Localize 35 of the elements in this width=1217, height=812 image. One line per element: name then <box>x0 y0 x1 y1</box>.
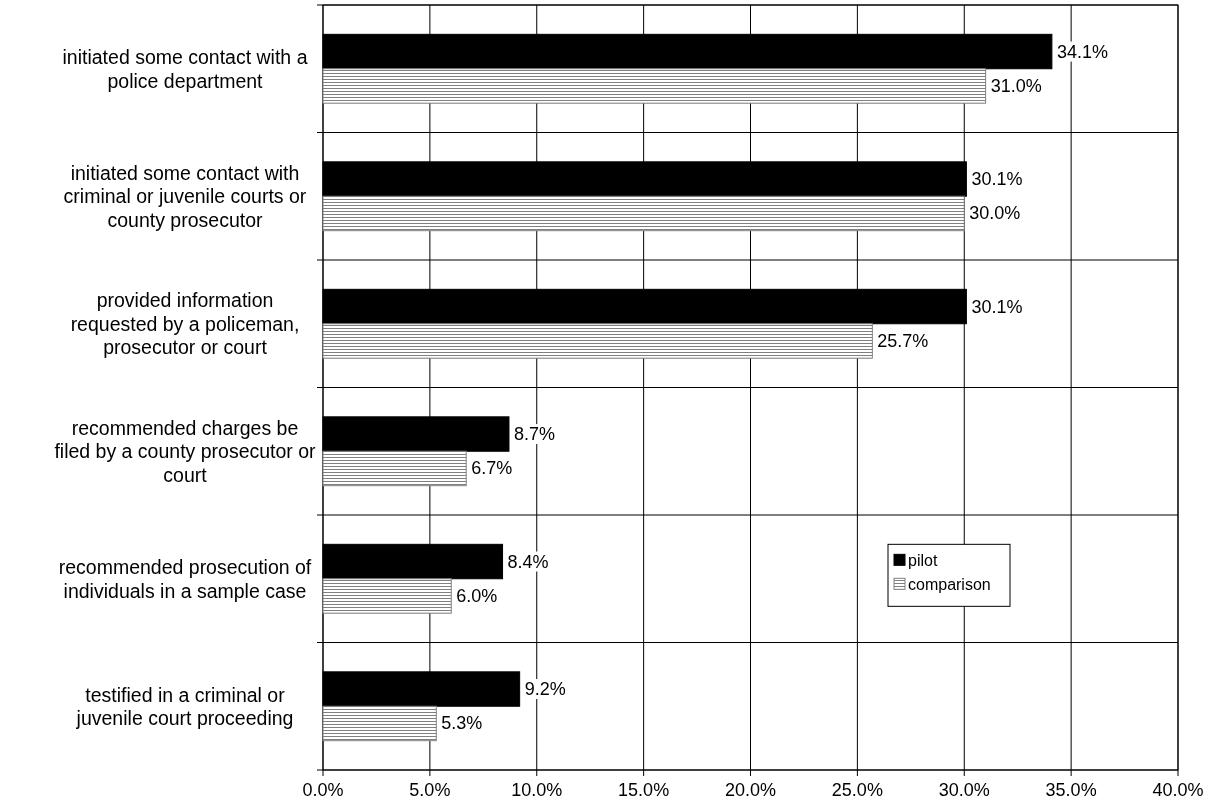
bar <box>322 68 987 104</box>
data-label: 25.7% <box>877 330 929 351</box>
y-tick-label: recommended prosecution of individuals in a sample case <box>58 556 312 602</box>
bar <box>322 450 467 487</box>
x-tick-label: 30.0% <box>938 780 990 800</box>
data-label: 31.0% <box>990 75 1042 96</box>
y-tick-label: recommended charges be filed by a county prosecutor or court <box>54 416 317 486</box>
bar <box>322 323 873 359</box>
legend-label: comparison <box>908 575 991 593</box>
data-label: 8.4% <box>507 551 549 572</box>
data-label: 6.7% <box>471 458 513 479</box>
data-label: 34.1% <box>1056 41 1108 62</box>
y-tick-label: provided information requested by a policeman, prosecutor or court <box>70 289 300 359</box>
y-tick-label: initiated some contact with a police department <box>62 46 308 92</box>
bar <box>322 578 452 614</box>
x-tick-label: 40.0% <box>1152 780 1204 800</box>
x-tick-label: 25.0% <box>831 780 883 800</box>
data-label: 5.3% <box>441 713 483 734</box>
x-tick-label: 35.0% <box>1045 780 1097 800</box>
y-tick-label: initiated some contact with criminal or juvenile courts or county prosecutor <box>63 161 307 231</box>
x-tick-label: 10.0% <box>511 780 563 800</box>
data-label: 6.0% <box>456 585 498 606</box>
legend-label: pilot <box>908 551 938 569</box>
x-tick-label: 20.0% <box>724 780 777 800</box>
y-tick-label: testified in a criminal or juvenile court proceeding <box>75 683 294 729</box>
data-label: 30.1% <box>971 296 1023 317</box>
x-tick-label: 0.0% <box>302 780 344 800</box>
data-label: 8.7% <box>513 424 555 445</box>
x-tick-label: 5.0% <box>409 780 451 800</box>
data-label: 30.1% <box>971 169 1023 190</box>
data-label: 9.2% <box>524 679 566 700</box>
bar <box>322 705 437 742</box>
data-label: 30.0% <box>969 203 1021 224</box>
bar <box>322 195 965 232</box>
x-tick-label: 15.0% <box>618 780 670 800</box>
